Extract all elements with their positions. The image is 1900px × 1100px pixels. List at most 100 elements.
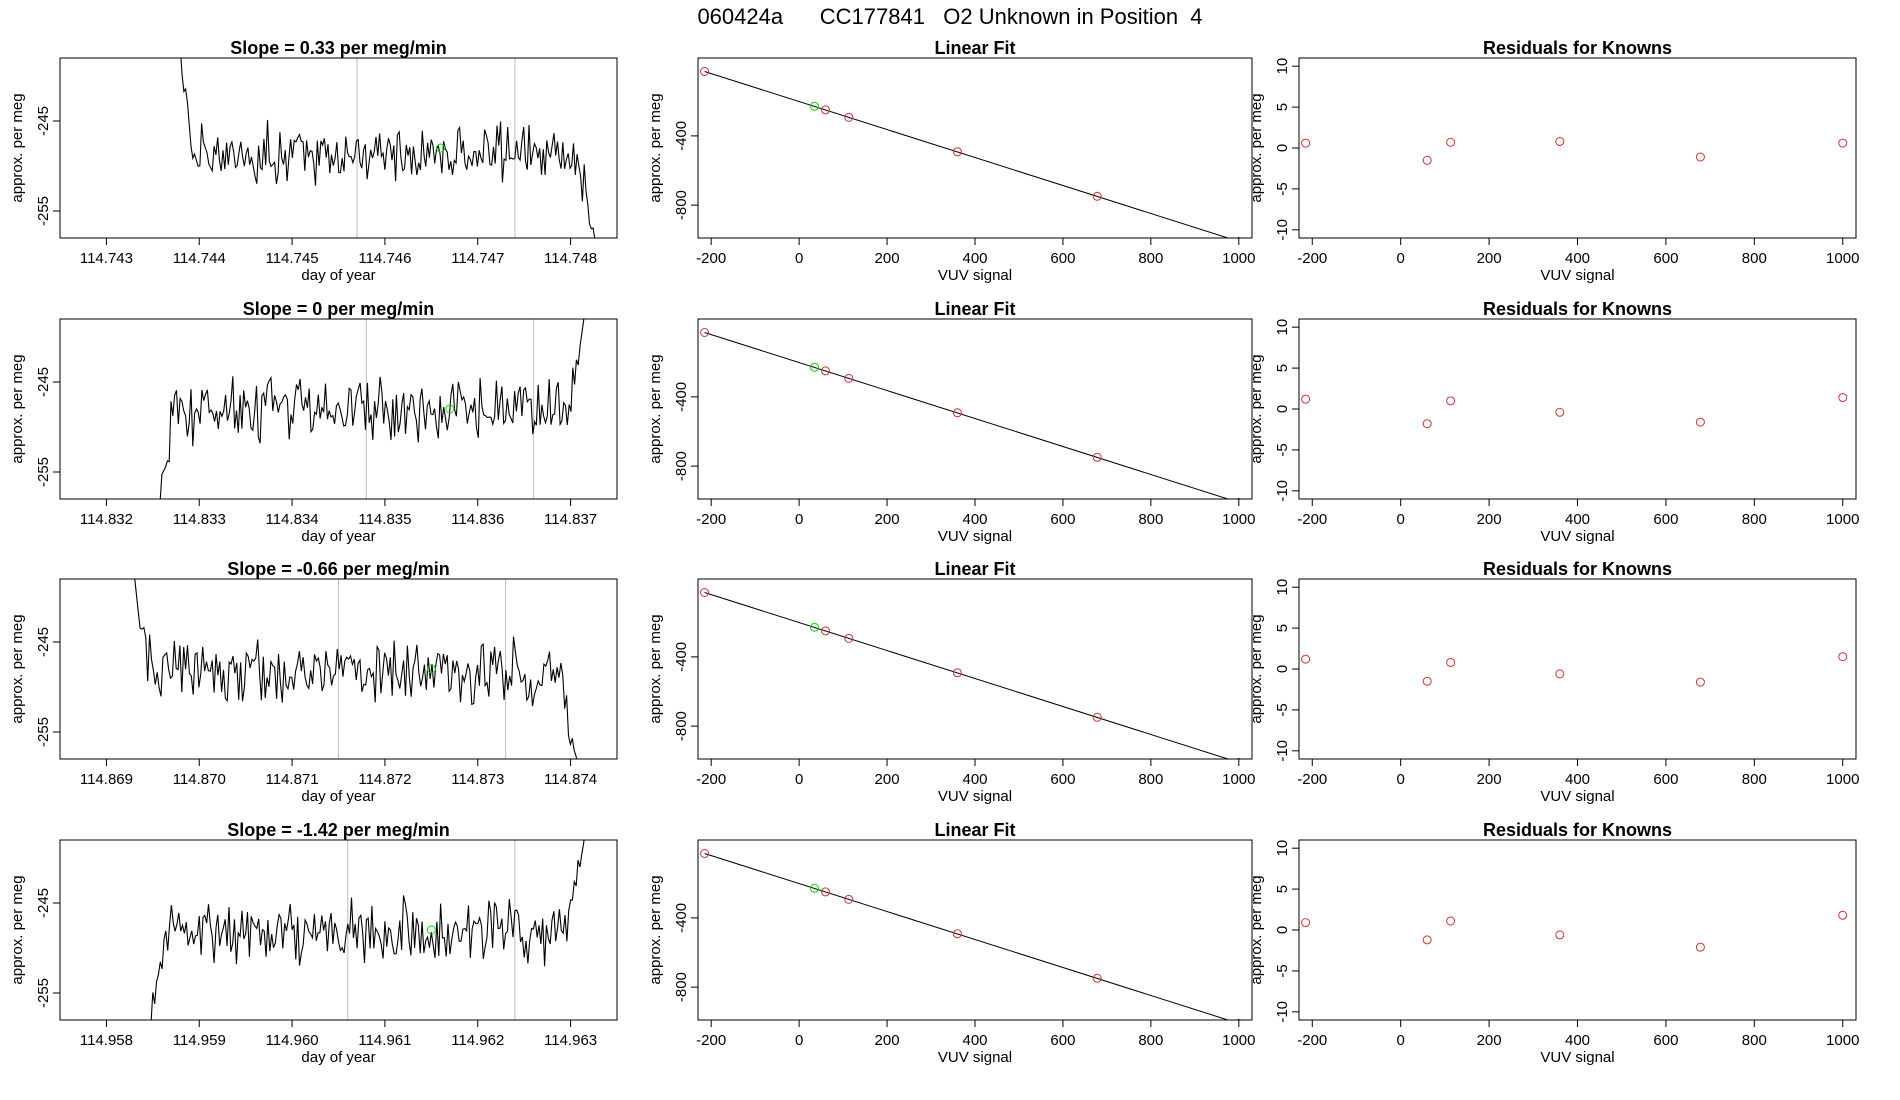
panel-title: Linear Fit [934, 38, 1015, 58]
residual-point [1695, 677, 1705, 687]
x-tick-label: 400 [962, 511, 987, 528]
y-axis-label: approx. per meg [647, 614, 664, 723]
known-point [952, 408, 962, 418]
x-tick-label: 114.746 [358, 250, 411, 267]
x-tick-label: 114.870 [173, 771, 226, 788]
y-tick-label: -245 [35, 888, 52, 918]
known-point [952, 147, 962, 157]
panel-title: Linear Fit [934, 559, 1015, 579]
panel-timeseries-row4: Slope = -1.42 per meg/min 114.958 114.959 1… [9, 820, 618, 1066]
plot-area [1301, 136, 1848, 165]
panel-linear_fit-row3: Linear Fit -200 0 200 400 600 800 1000 VUV signa… [647, 559, 1255, 805]
x-axis-label: VUV signal [938, 788, 1012, 805]
residual-point [1422, 419, 1432, 429]
y-tick-label: -245 [35, 106, 52, 136]
x-tick-label: 600 [1653, 511, 1678, 528]
figure-title: 060424a CC177841 O2 Unknown in Position … [697, 4, 1203, 29]
panel-title: Residuals for Knowns [1483, 559, 1672, 579]
x-tick-label: 114.873 [451, 771, 504, 788]
panel-title: Residuals for Knowns [1483, 38, 1672, 58]
x-tick-label: 400 [962, 771, 987, 788]
y-axis-label: approx. per meg [647, 875, 664, 984]
plot-frame [697, 57, 1253, 239]
x-tick-label: 600 [1653, 250, 1678, 267]
known-point [844, 373, 854, 383]
plot-frame [59, 318, 618, 500]
x-tick-label: 114.871 [266, 771, 319, 788]
panel-residuals-row2: Residuals for Knowns-200 0 200 400 600 800 100… [1248, 299, 1859, 545]
x-tick-label: 1000 [1826, 511, 1859, 528]
x-tick-label: 114.743 [80, 250, 133, 267]
x-tick-label: 400 [962, 1032, 987, 1049]
x-tick-label: 800 [1742, 771, 1767, 788]
residual-point [1301, 654, 1311, 664]
unknown-point [445, 404, 455, 414]
plot-frame [59, 839, 618, 1021]
plot-area [159, 319, 585, 499]
x-tick-label: -200 [1297, 1032, 1327, 1049]
known-point [700, 588, 710, 597]
known-point [700, 849, 710, 858]
y-tick-label: -255 [35, 978, 52, 1008]
x-tick-label: 0 [1397, 511, 1405, 528]
unknown-point [426, 925, 436, 935]
y-axis-label: approx. per meg [1248, 354, 1265, 463]
x-tick-label: 114.832 [80, 511, 133, 528]
known-point [952, 668, 962, 678]
residual-point [1446, 396, 1456, 406]
y-tick-label: -10 [1274, 219, 1291, 241]
x-tick-label: 114.834 [266, 511, 319, 528]
residual-point [1301, 918, 1311, 928]
residual-point [1555, 669, 1565, 679]
x-axis-label: day of year [301, 267, 375, 284]
y-axis-label: approx. per meg [9, 93, 26, 202]
y-tick-label: 10 [1274, 58, 1291, 75]
x-tick-label: 400 [1565, 1032, 1590, 1049]
fit-line [704, 332, 1230, 499]
y-tick-label: 0 [1274, 665, 1291, 673]
x-tick-label: 1000 [1826, 771, 1859, 788]
residual-point [1695, 152, 1705, 162]
x-tick-label: 114.962 [451, 1032, 504, 1049]
signal-trace [134, 579, 578, 759]
y-axis-label: approx. per meg [1248, 875, 1265, 984]
y-tick-label: -5 [1274, 703, 1291, 716]
residual-point [1838, 910, 1848, 920]
y-tick-label: -255 [35, 196, 52, 226]
x-tick-label: 114.744 [173, 250, 226, 267]
signal-trace [150, 840, 585, 1020]
x-tick-label: 400 [1565, 250, 1590, 267]
x-tick-label: 114.833 [173, 511, 226, 528]
x-tick-label: 114.745 [266, 250, 319, 267]
x-tick-label: -200 [696, 511, 726, 528]
panel-residuals-row4: Residuals for Knowns-200 0 200 400 600 800 100… [1248, 820, 1859, 1066]
known-point [844, 633, 854, 643]
x-tick-label: 114.835 [358, 511, 411, 528]
x-tick-label: 600 [1653, 1032, 1678, 1049]
y-tick-label: -400 [673, 642, 690, 672]
x-tick-label: -200 [696, 1032, 726, 1049]
x-tick-label: 600 [1050, 771, 1075, 788]
unknown-point [810, 362, 820, 372]
x-tick-label: 0 [1397, 1032, 1405, 1049]
x-tick-label: 114.959 [173, 1032, 226, 1049]
y-axis-label: approx. per meg [9, 875, 26, 984]
y-tick-label: 5 [1274, 885, 1291, 893]
y-tick-label: -10 [1274, 480, 1291, 502]
plot-frame [697, 839, 1253, 1021]
y-axis-label: approx. per meg [9, 614, 26, 723]
known-point [821, 366, 831, 376]
panel-title: Linear Fit [934, 299, 1015, 319]
plot-area [700, 328, 1242, 499]
y-tick-label: -800 [673, 972, 690, 1002]
x-tick-label: 600 [1050, 511, 1075, 528]
y-axis-label: approx. per meg [9, 354, 26, 463]
y-tick-label: -400 [673, 903, 690, 933]
residual-point [1695, 942, 1705, 952]
y-tick-label: -10 [1274, 740, 1291, 762]
x-tick-label: 200 [1477, 1032, 1502, 1049]
plot-area [1301, 393, 1848, 429]
signal-trace [180, 58, 596, 238]
x-tick-label: 114.874 [544, 771, 597, 788]
x-tick-label: 0 [1397, 250, 1405, 267]
